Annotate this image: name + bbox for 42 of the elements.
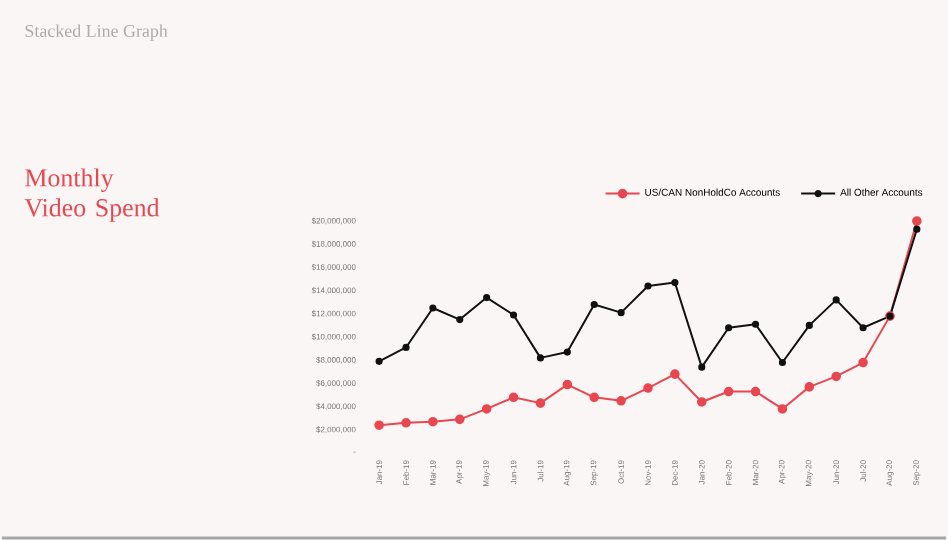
point <box>777 404 788 414</box>
point <box>563 348 571 356</box>
point <box>670 369 680 379</box>
point <box>562 379 573 390</box>
point <box>912 216 922 226</box>
point <box>454 414 465 425</box>
point <box>696 397 707 407</box>
point <box>481 404 492 414</box>
point <box>535 398 546 408</box>
point <box>804 382 815 392</box>
text: Monthly Video Spend <box>24 168 160 222</box>
point <box>671 278 679 287</box>
point <box>590 300 598 309</box>
point <box>723 386 734 397</box>
point <box>375 357 383 365</box>
point <box>698 363 706 371</box>
point <box>402 343 410 352</box>
point <box>456 316 464 324</box>
point <box>509 311 518 319</box>
point <box>428 416 438 427</box>
text: Stacked Line Graph <box>25 24 168 41</box>
point <box>616 396 626 406</box>
point <box>858 357 868 368</box>
point <box>401 418 411 428</box>
point <box>617 309 625 317</box>
point <box>644 282 652 290</box>
point <box>536 354 545 362</box>
point <box>725 324 733 332</box>
point <box>859 324 867 332</box>
point <box>831 371 841 382</box>
point <box>483 293 491 302</box>
point <box>374 420 384 430</box>
point <box>778 358 787 367</box>
point <box>913 225 921 233</box>
point <box>643 383 653 393</box>
point <box>429 304 437 312</box>
point <box>508 392 519 403</box>
point <box>832 296 840 304</box>
point <box>751 320 760 328</box>
point <box>750 386 761 397</box>
point <box>589 392 599 403</box>
point <box>805 321 813 329</box>
